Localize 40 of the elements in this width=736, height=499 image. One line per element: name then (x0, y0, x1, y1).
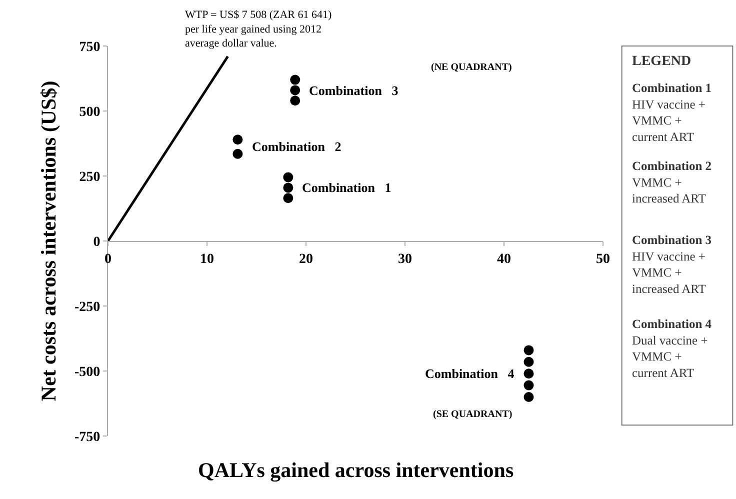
point (524, 392, 534, 402)
text: Combination 2 VMMC + increased ART (632, 159, 712, 206)
annotation: WTP = US$ 7 508 (ZAR 61 641) per life year gained using 2012 average dollar value. (185, 9, 332, 50)
text: Combination 1 HIV vaccine + VMMC + current ART (632, 81, 712, 144)
series-label: Combination 4 (425, 366, 515, 381)
point (524, 356, 534, 367)
point (524, 368, 534, 379)
point (290, 96, 300, 106)
y-tick-label: 750 (79, 40, 100, 55)
y-tick-label: 500 (79, 104, 100, 120)
text: Combination 3 HIV vaccine + VMMC + increased ART (632, 233, 712, 296)
text: LEGEND (632, 54, 692, 69)
point (524, 345, 534, 356)
text: Combination 4 Dual vaccine + VMMC + current ART (632, 317, 712, 380)
point (290, 85, 300, 96)
y-tick-label: 0 (93, 234, 100, 250)
y-tick-label: -250 (74, 300, 100, 315)
point (232, 134, 243, 145)
x-tick-label: 50 (596, 252, 610, 267)
point (283, 182, 294, 193)
series-label: Combination 1 (302, 180, 392, 195)
annotation: (SE QUADRANT) (433, 409, 512, 420)
y-axis-title: Net costs across interventions (US$) (36, 80, 61, 402)
x-tick-label: 40 (497, 252, 511, 267)
x-axis-title: QALYs gained across interventions (198, 458, 514, 482)
point (524, 380, 534, 390)
x-tick-label: 0 (104, 252, 112, 267)
series-label: Combination 3 (309, 83, 399, 98)
x-tick-label: 30 (398, 252, 412, 267)
series-label: Combination 2 (252, 139, 342, 154)
x-tick-label: 10 (200, 252, 214, 267)
y-tick-label: 250 (79, 170, 100, 185)
point (290, 74, 300, 85)
point (283, 193, 294, 204)
y-tick-label: -750 (74, 430, 100, 445)
point (232, 148, 243, 159)
y-tick-label: -500 (74, 364, 100, 380)
x-tick-label: 20 (299, 252, 313, 267)
point (283, 172, 294, 182)
annotation: (NE QUADRANT) (431, 62, 512, 73)
